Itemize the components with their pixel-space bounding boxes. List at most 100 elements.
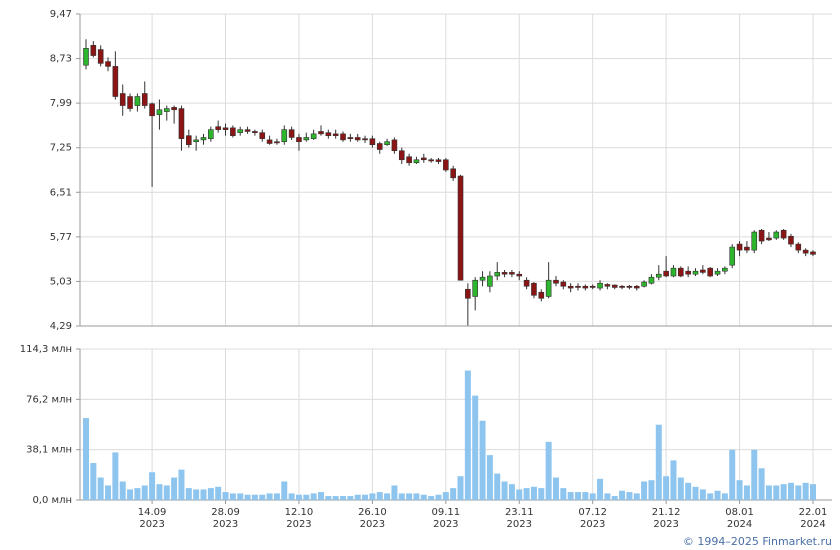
volume-bar [119,481,126,500]
volume-bar [244,494,251,500]
candle-body [707,267,713,277]
candle-body [545,279,552,297]
volume-bar [384,493,391,500]
candle-body [773,231,780,239]
candle-body [758,229,765,242]
candle-body [443,159,449,171]
candle-body [244,129,251,132]
volume-bar [685,482,692,500]
volume-bar [156,484,163,500]
volume-bar [604,493,611,500]
volume-bar [406,493,413,500]
volume-bar [420,494,427,500]
volume-bar [428,496,435,500]
candle-body [722,267,728,272]
candle-body [171,107,177,111]
candle-body [119,93,126,106]
candle-body [648,276,655,284]
volume-bar [758,468,765,500]
candle-body [127,96,133,109]
y-tick-label: 7,25 [50,143,72,154]
x-tick-label: 14.09 2023 [138,507,167,530]
volume-bar [765,485,772,500]
volume-bar [251,494,258,500]
candle-body [193,139,199,142]
candle-body [560,281,567,287]
candle-body [340,133,346,141]
candle-body [685,270,691,275]
volume-bar [303,494,310,500]
volume-bar [207,488,214,500]
volume-bar [802,482,809,500]
volume-bar [97,477,104,500]
candle-body [670,267,677,277]
candle-body [347,137,354,139]
candle-body [663,270,669,277]
volume-bar [200,489,207,500]
candle-body [149,103,155,117]
candle-body [163,108,170,112]
x-tick-label: 23.11 2023 [505,507,534,530]
volume-bar [641,481,648,500]
volume-bar [655,424,662,500]
volume-bar [362,494,369,500]
y-tick-label: 5,03 [50,276,72,287]
volume-bar [215,486,222,500]
candle-body [281,129,288,142]
volume-bar [501,481,508,500]
candle-body [589,285,596,288]
candle-body [479,276,486,281]
volume-bar [185,488,192,500]
y-tick-label: 0,0 млн [32,495,72,506]
candle-body [376,143,383,150]
candle-body [83,48,89,66]
volume-bar [648,480,655,500]
candle-body [611,284,618,288]
volume-bar [83,418,89,500]
volume-bar [626,492,633,500]
candle-body [516,273,523,277]
candle-body [626,285,633,288]
volume-bar [567,492,574,500]
candle-body [413,159,420,164]
candle-body [736,243,743,251]
candle-body [472,279,479,297]
volume-bar [288,493,295,500]
candle-body [406,156,412,164]
volume-bar [472,395,479,500]
candle-body [435,159,442,162]
volume-bar [486,455,493,500]
volume-bar [751,449,758,500]
y-tick-label: 38,1 млн [26,445,72,456]
volume-bar [464,370,471,500]
candle-body [325,132,332,136]
volume-bar [677,477,684,500]
y-tick-label: 6,51 [50,187,72,198]
y-tick-label: 7,99 [50,98,72,109]
candle-body [230,127,236,136]
volume-bar [90,463,97,500]
candle-body [296,137,302,142]
volume-bar [597,478,604,500]
candle-body [369,138,376,146]
candle-body [259,132,266,139]
x-tick-label: 28.09 2023 [211,507,240,530]
volume-bar [670,460,677,500]
volume-bar [810,484,816,500]
candle-body [186,135,192,146]
volume-bar [560,488,567,500]
volume-bar [354,494,361,500]
volume-bar [479,420,486,500]
candle-body [795,243,802,251]
volume-bar [611,496,618,500]
candle-body [494,272,501,277]
volume-bar [736,480,743,500]
candle-body [332,133,339,136]
volume-bar [619,490,626,500]
volume-bar [714,490,721,500]
candle-body [619,285,625,288]
candle-body [200,137,207,141]
volume-bar [721,493,728,500]
candle-body [567,285,574,289]
candle-body [428,159,434,162]
